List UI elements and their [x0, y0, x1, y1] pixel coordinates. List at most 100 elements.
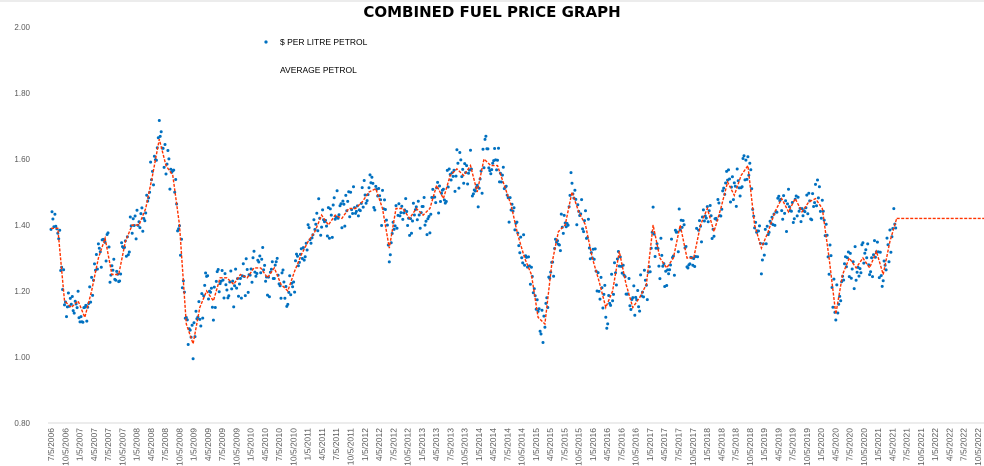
scatter-point: [303, 255, 307, 259]
scatter-point: [69, 302, 73, 306]
scatter-point: [128, 215, 132, 219]
scatter-point: [317, 197, 321, 201]
scatter-point: [871, 275, 874, 279]
scatter-point: [676, 250, 680, 254]
x-tick-label: 7/5/2009: [217, 428, 227, 461]
scatter-point: [372, 206, 376, 209]
scatter-point: [597, 289, 601, 293]
scatter-point: [383, 198, 386, 202]
scatter-point: [284, 285, 288, 288]
scatter-point: [529, 265, 533, 269]
scatter-point: [764, 242, 768, 246]
scatter-point: [81, 320, 85, 324]
scatter-point: [157, 119, 161, 122]
scatter-point: [892, 207, 896, 211]
scatter-point: [660, 253, 664, 257]
scatter-point: [400, 204, 404, 208]
average-series: [51, 139, 984, 347]
scatter-point: [704, 216, 708, 220]
scatter-point: [370, 175, 374, 179]
scatter-point: [439, 200, 442, 203]
scatter-point: [207, 297, 210, 301]
scatter-point: [859, 271, 863, 275]
scatter-point: [58, 228, 62, 232]
scatter-point: [604, 315, 608, 319]
scatter-point: [206, 274, 210, 278]
scatter-point: [228, 280, 232, 284]
scatter-point: [601, 306, 605, 310]
scatter-point: [829, 254, 833, 258]
scatter-point: [161, 146, 165, 150]
x-tick-label: 10/5/2012: [403, 428, 413, 466]
scatter-point: [519, 235, 523, 239]
scatter-point: [869, 270, 873, 274]
scatter-point: [438, 184, 441, 188]
scatter-point: [294, 259, 297, 263]
scatter-point: [352, 185, 355, 189]
x-tick-label: 7/5/2020: [845, 428, 855, 461]
scatter-point: [377, 187, 381, 190]
scatter-point: [446, 185, 450, 189]
scatter-point: [289, 293, 293, 297]
scatter-point: [393, 224, 397, 228]
scatter-point: [828, 243, 832, 247]
scatter-point: [451, 174, 455, 178]
y-axis: 0.80 1.00 1.20 1.40 1.60 1.80 2.00: [14, 23, 30, 428]
scatter-point: [599, 275, 603, 279]
scatter-point: [812, 205, 816, 208]
scatter-point: [293, 290, 297, 294]
scatter-point: [722, 186, 726, 190]
scatter-point: [50, 210, 54, 214]
scatter-point: [843, 262, 846, 266]
scatter-point: [680, 225, 684, 229]
scatter-point: [309, 241, 313, 245]
scatter-point: [724, 181, 728, 185]
scatter-point: [261, 246, 265, 249]
scatter-point: [521, 261, 525, 265]
scatter-point: [542, 314, 546, 318]
scatter-point: [333, 217, 337, 221]
x-tick-label: 4/5/2015: [545, 428, 555, 461]
scatter-point: [337, 213, 341, 217]
scatter-point: [356, 214, 360, 218]
scatter-point: [245, 268, 249, 271]
scatter-point: [460, 175, 464, 179]
scatter-point: [65, 315, 68, 319]
scatter-point: [188, 328, 192, 332]
average-line: [51, 139, 898, 347]
scatter-point: [234, 267, 238, 271]
scatter-point: [158, 134, 162, 138]
scatter-point: [428, 231, 432, 235]
x-tick-label: 7/5/2022: [959, 428, 969, 461]
scatter-point: [849, 276, 853, 280]
x-tick-label: 4/5/2007: [89, 428, 99, 461]
scatter-point: [395, 226, 399, 230]
legend: $ PER LITRE PETROL AVERAGE PETROL: [264, 37, 368, 75]
scatter-point: [527, 255, 530, 259]
scatter-point: [783, 211, 787, 215]
scatter-point: [397, 202, 401, 206]
scatter-point: [633, 313, 637, 317]
scatter-point: [489, 172, 493, 176]
scatter-point: [557, 243, 561, 247]
scatter-point: [198, 317, 202, 321]
scatter-point: [653, 255, 657, 258]
scatter-point: [885, 236, 889, 240]
scatter-point: [423, 223, 427, 227]
scatter-point: [538, 329, 542, 333]
scatter-point: [149, 160, 153, 164]
scatter-point: [513, 228, 517, 232]
scatter-point: [76, 289, 80, 293]
y-tick-label: 1.80: [14, 89, 30, 98]
scatter-point: [167, 157, 171, 161]
scatter-point: [209, 290, 212, 294]
scatter-point: [580, 198, 584, 202]
scatter-point: [894, 226, 898, 230]
scatter-point: [325, 224, 328, 228]
scatter-point: [522, 233, 526, 237]
scatter-point: [517, 244, 521, 248]
scatter-point: [775, 210, 779, 214]
scatter-point: [259, 271, 263, 275]
scatter-point: [782, 194, 786, 198]
